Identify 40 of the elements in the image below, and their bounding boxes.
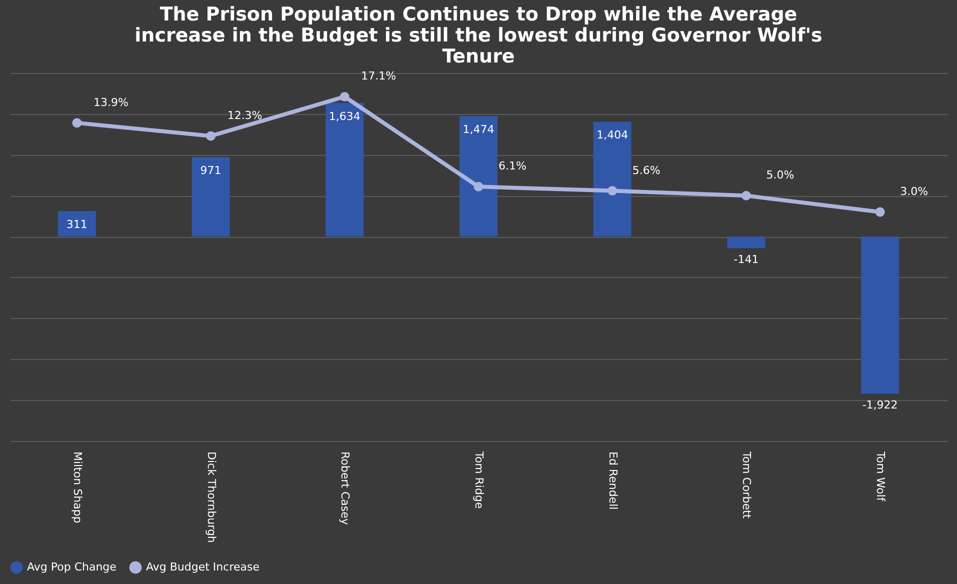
point (875, 207, 885, 217)
point (72, 118, 82, 128)
text: Tenure (442, 46, 515, 68)
text: The Prison Population Continues to Drop while the Average (160, 4, 798, 26)
point (741, 190, 751, 200)
x-tick-label: Tom Ridge (472, 450, 486, 509)
x-tick-label: Milton Shapp (70, 452, 84, 524)
bar (861, 236, 900, 394)
bar (192, 157, 230, 237)
data-label: 5.0% (766, 168, 794, 182)
data-label: 3.0% (900, 185, 928, 198)
bar (326, 102, 364, 237)
text: increase in the Budget is still the lowest during Governor Wolf's (134, 24, 822, 47)
data-label: 1,404 (596, 128, 628, 142)
point (474, 182, 484, 192)
data-label: -141 (734, 253, 759, 266)
bar (593, 122, 632, 237)
x-tick-label: Dick Thornburgh (204, 452, 218, 543)
data-label: 1,474 (462, 123, 494, 136)
data-label: 971 (200, 164, 222, 178)
data-label: -1,922 (862, 398, 898, 412)
bar (58, 211, 96, 237)
data-label: 17.1% (361, 70, 396, 83)
data-label: 13.9% (93, 96, 128, 109)
legend-label: Avg Budget Increase (146, 560, 260, 574)
data-label: 6.1% (498, 160, 526, 173)
x-tick-label: Robert Casey (338, 452, 352, 526)
legend-label: Avg Pop Change (27, 560, 117, 574)
bar (727, 236, 766, 248)
x-tick-label: Tom Corbett (740, 450, 754, 520)
x-tick-label: Ed Rendell (606, 452, 620, 510)
x-tick-label: Tom Wolf (874, 450, 888, 502)
point (340, 92, 350, 102)
point (206, 131, 216, 141)
bar (460, 116, 498, 237)
data-label: 5.6% (632, 164, 660, 177)
data-label: 1,634 (328, 110, 360, 123)
data-label: 311 (66, 218, 88, 232)
point (608, 186, 618, 196)
data-label: 12.3% (227, 108, 262, 122)
